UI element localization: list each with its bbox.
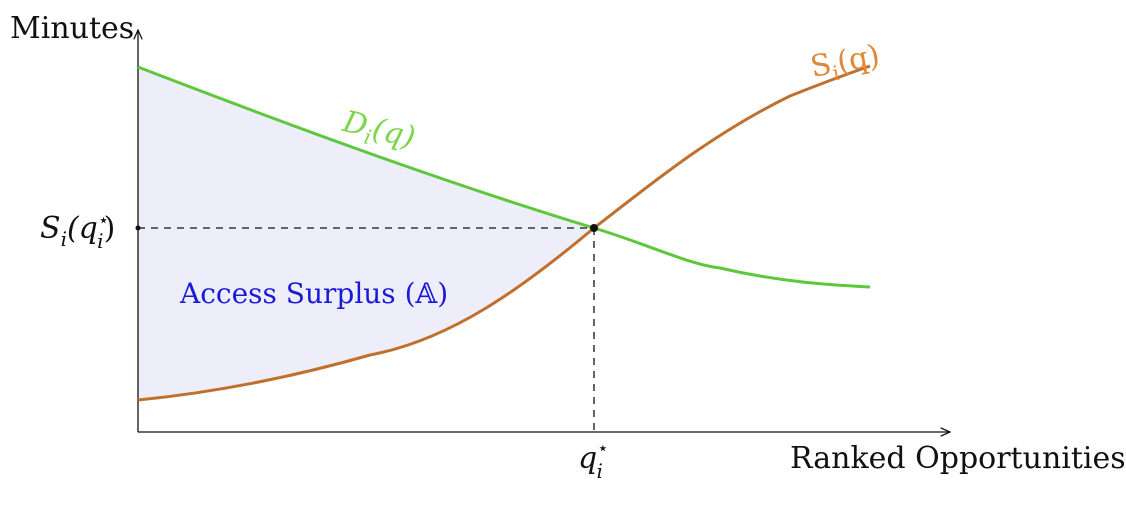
y-equilibrium-label: Si(q⋆ i): [40, 210, 115, 253]
y-axis-title: Minutes: [10, 11, 134, 46]
supply-curve: [137, 64, 871, 402]
access-surplus-region: [138, 67, 594, 400]
access-surplus-label: Access Surplus (𝔸): [179, 277, 448, 310]
demand-curve: [137, 65, 871, 289]
equilibrium-point: [590, 224, 598, 232]
x-axis-title: Ranked Opportunities: [790, 441, 1126, 476]
supply-curve-label: Si(q): [808, 38, 883, 88]
x-equilibrium-label: q⋆ i: [578, 438, 609, 483]
y-axis-tick-dot: [135, 225, 141, 231]
